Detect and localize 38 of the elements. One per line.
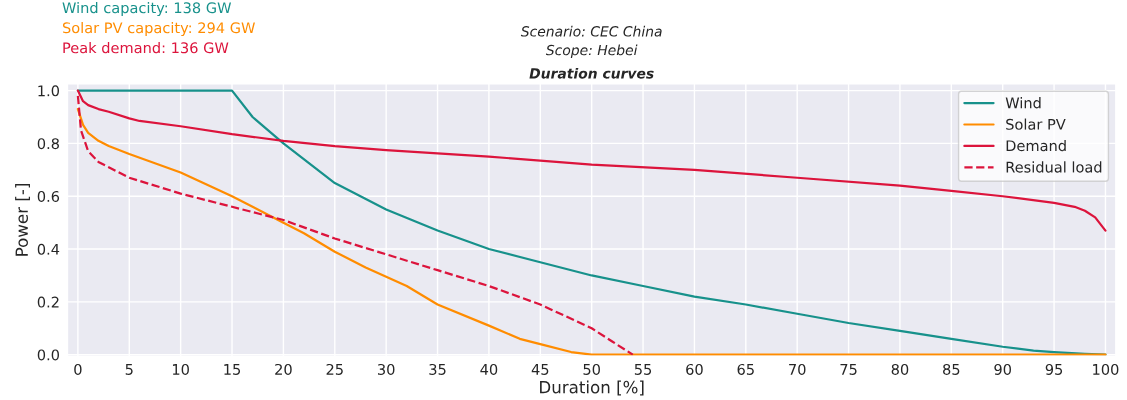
x-tick-label: 70 <box>789 363 806 375</box>
y-tick-label: 0.0 <box>37 349 60 361</box>
x-tick-label: 90 <box>994 363 1012 375</box>
text: Wind capacity: 138 GW <box>62 2 232 17</box>
x-tick-label: 80 <box>891 363 909 375</box>
x-tick-label: 20 <box>275 363 292 375</box>
chart-subtitle: Scenario: CEC China Scope: Hebei <box>520 25 662 58</box>
x-tick-label: 0 <box>74 363 82 375</box>
x-tick-label: 45 <box>531 364 549 375</box>
x-tick-label: 10 <box>172 363 189 375</box>
x-tick-label: 95 <box>1045 363 1063 375</box>
y-tick-label: 0.6 <box>37 190 60 202</box>
x-tick-label: 30 <box>378 363 395 375</box>
text: Solar PV capacity: 294 GW <box>62 22 255 37</box>
x-tick-label: 65 <box>737 363 754 375</box>
x-tick-label: 50 <box>583 363 600 375</box>
y-tick-label: 0.4 <box>37 243 60 255</box>
chart-title: Duration curves <box>529 67 654 79</box>
x-tick-label: 35 <box>429 363 446 375</box>
x-tick-label: 15 <box>224 364 241 375</box>
legend-label: Demand <box>1006 139 1066 152</box>
x-axis-title: Duration [%] <box>540 380 644 396</box>
x-tick-label: 60 <box>686 363 703 375</box>
x-tick-label: 25 <box>326 363 343 375</box>
y-tick-label: 1.0 <box>38 85 60 97</box>
x-tick-label: 75 <box>840 364 857 375</box>
legend-label: Wind <box>1005 97 1041 109</box>
x-tick-label: 85 <box>943 363 960 375</box>
x-tick-label: 40 <box>480 363 498 375</box>
legend-label: Solar PV <box>1006 118 1066 130</box>
x-tick-label: 55 <box>634 364 652 375</box>
y-axis-title: Power [-] <box>15 184 30 256</box>
y-tick-label: 0.8 <box>37 138 59 150</box>
legend-label: Residual load <box>1006 161 1102 173</box>
x-tick-label: 5 <box>125 364 133 375</box>
y-tick-label: 0.2 <box>37 296 59 308</box>
text: Peak demand: 136 GW <box>63 42 229 54</box>
x-tick-label: 100 <box>1093 363 1119 375</box>
